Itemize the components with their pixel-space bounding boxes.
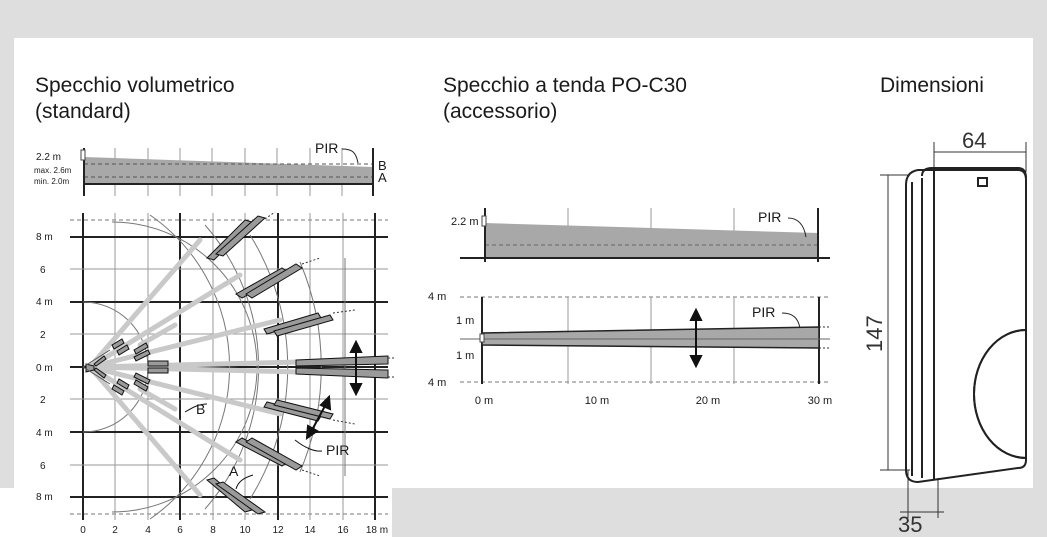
curtain-y-label-3: 4 m (428, 377, 446, 389)
frame-left (0, 0, 14, 488)
curtain-top-pir-label: PIR (752, 304, 775, 320)
dimensions-title-text: Dimensioni (880, 74, 984, 97)
vol-y-label-1: 6 (40, 265, 46, 276)
curtain-y-label-0: 4 m (428, 291, 446, 303)
vol-top-a-label: A (229, 463, 239, 479)
vol-y-label-4: 0 m (36, 363, 53, 374)
dim-height-label: 147 (862, 315, 887, 352)
curtain-x-label-3: 30 m (808, 395, 832, 407)
curtain-height-label: 2.2 m (451, 216, 479, 228)
volumetric-title: Specchio volumetrico (standard) (35, 73, 235, 125)
vol-x-label-5: 10 (239, 525, 251, 536)
vol-side-pir-label: PIR (315, 140, 338, 156)
dimensions-title: Dimensioni (880, 73, 984, 99)
vol-x-label-1: 2 (112, 525, 118, 536)
device-outline (905, 167, 1027, 484)
vol-x-label-8: 16 (337, 525, 349, 536)
vol-x-label-0: 0 (80, 525, 86, 536)
dim-depth-label: 35 (898, 512, 922, 537)
vol-x-label-2: 4 (145, 525, 151, 536)
frame-top (0, 0, 1047, 38)
vol-y-label-3: 2 (40, 330, 46, 341)
frame-right (1033, 0, 1047, 537)
volumetric-title-line2: (standard) (35, 100, 131, 123)
vol-y-label-2: 4 m (36, 297, 53, 308)
vol-height-label: 2.2 m (36, 152, 61, 163)
vol-y-label-7: 6 (40, 461, 46, 472)
vol-side-a-label: A (378, 170, 387, 185)
vol-max-label: max. 2.6m (34, 166, 72, 175)
vol-top-b-label: B (196, 401, 205, 417)
vol-y-label-8: 8 m (36, 492, 53, 503)
curtain-x-label-2: 20 m (696, 395, 720, 407)
vol-y-label-0: 8 m (36, 232, 53, 243)
vol-x-label-7: 14 (304, 525, 316, 536)
dim-width-label: 64 (962, 128, 986, 153)
curtain-y-label-2: 1 m (456, 350, 474, 362)
vol-x-label-3: 6 (177, 525, 183, 536)
vol-side-b-label: B (378, 158, 387, 173)
vol-top-pir-label: PIR (326, 442, 349, 458)
vol-x-label-4: 8 (210, 525, 216, 536)
vol-y-label-6: 4 m (36, 428, 53, 439)
curtain-side-pir-label: PIR (758, 209, 781, 225)
curtain-title-line1: Specchio a tenda PO-C30 (443, 74, 687, 97)
vol-min-label: min. 2.0m (34, 177, 69, 186)
vol-x-label-6: 12 (272, 525, 284, 536)
curtain-x-label-0: 0 m (475, 395, 493, 407)
curtain-title-line2: (accessorio) (443, 100, 558, 123)
vol-x-label-9: 18 m (366, 525, 388, 536)
volumetric-title-line1: Specchio volumetrico (35, 74, 235, 97)
curtain-side-zone (485, 223, 818, 258)
curtain-y-label-1: 1 m (456, 315, 474, 327)
curtain-x-label-1: 10 m (585, 395, 609, 407)
vol-y-label-5: 2 (40, 395, 46, 406)
curtain-title: Specchio a tenda PO-C30 (accessorio) (443, 73, 687, 125)
